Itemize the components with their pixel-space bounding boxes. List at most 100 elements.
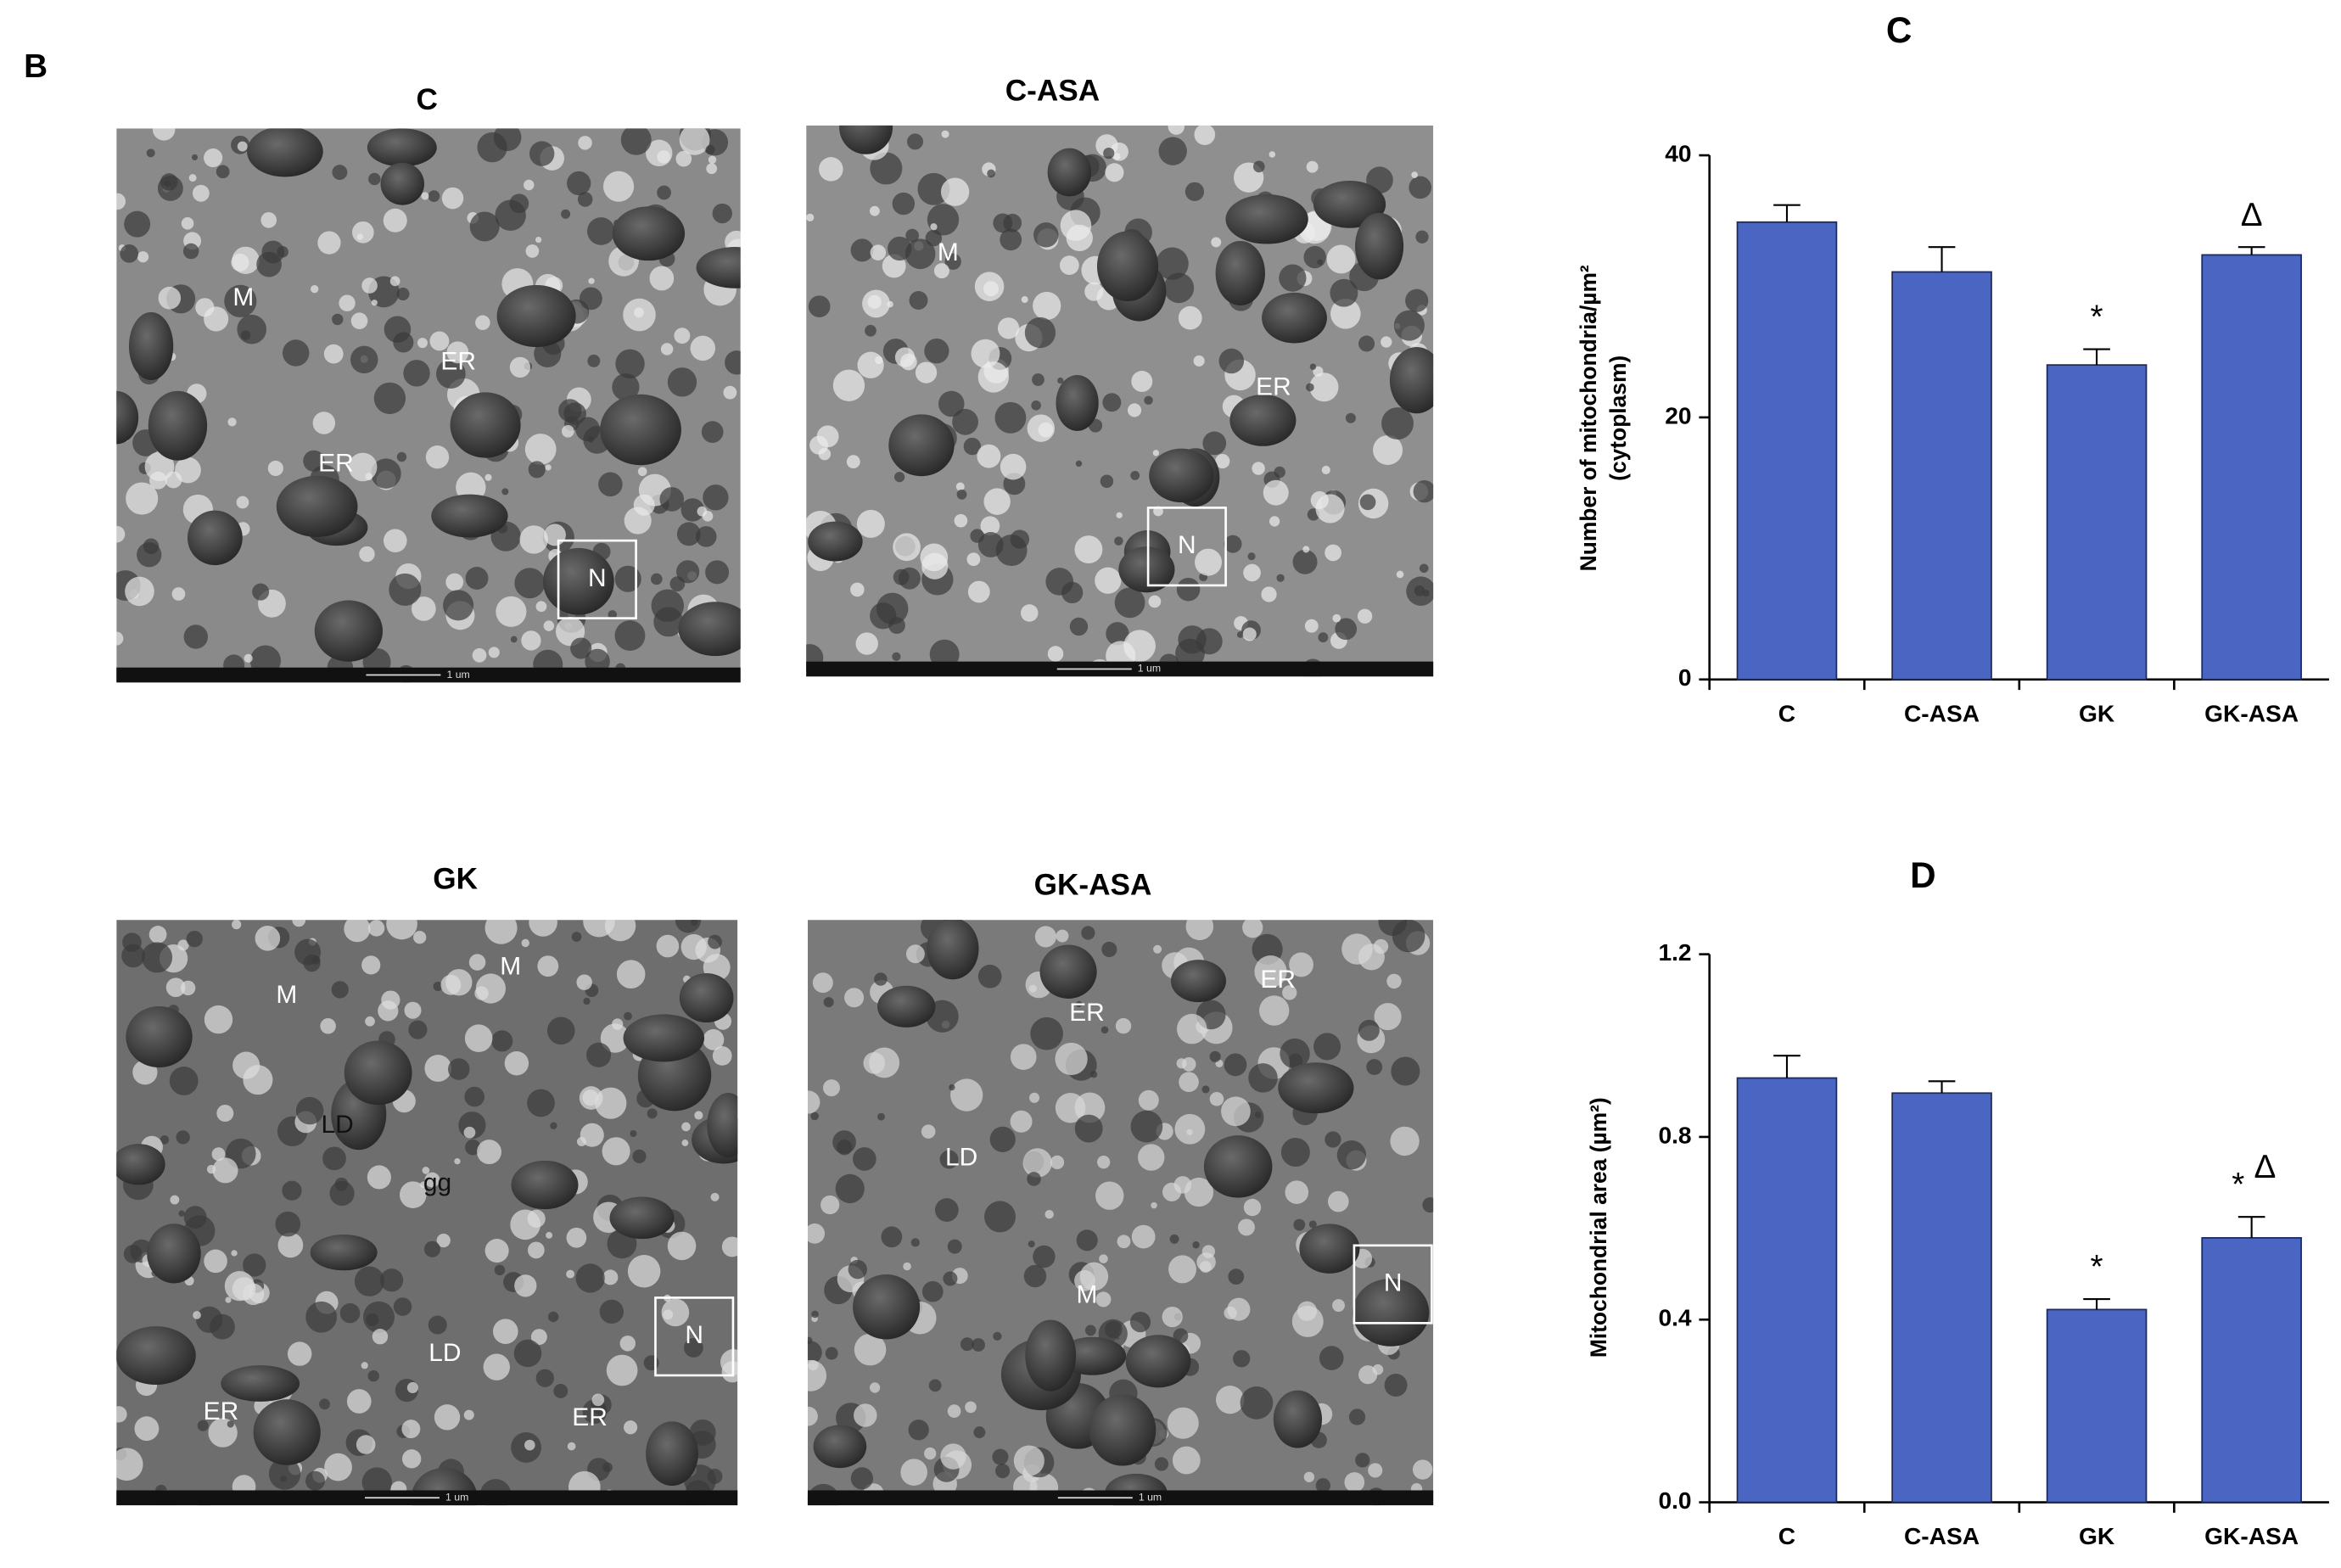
texture-speck (1075, 1000, 1083, 1008)
organelle (116, 1144, 165, 1185)
texture-speck (579, 1086, 603, 1110)
texture-speck (920, 543, 949, 572)
significance-mark: Δ (2241, 197, 2263, 233)
organelle (1056, 375, 1099, 431)
texture-speck (966, 552, 981, 567)
organelle (707, 1093, 738, 1158)
texture-speck (389, 276, 400, 287)
error-bar (1773, 1055, 1801, 1078)
texture-speck (950, 1078, 983, 1112)
texture-speck (562, 425, 574, 438)
bar (1891, 1092, 1992, 1504)
micrograph-label: M (500, 952, 521, 980)
error-bar (2083, 1297, 2110, 1310)
texture-speck (606, 1354, 638, 1386)
texture-speck (231, 1250, 238, 1257)
micrograph-label: M (276, 981, 297, 1009)
texture-speck (1129, 1311, 1151, 1333)
micrograph-texture (116, 128, 741, 683)
texture-speck (124, 210, 151, 238)
texture-speck (1152, 450, 1160, 456)
texture-speck (943, 1271, 958, 1286)
texture-speck (305, 1470, 325, 1491)
micrograph-label: gg (423, 1169, 451, 1197)
texture-speck (227, 417, 237, 427)
micrograph: 1 um M ER ER N (116, 128, 741, 683)
texture-speck (125, 576, 154, 607)
texture-speck (546, 1016, 575, 1045)
texture-speck (1357, 608, 1373, 624)
texture-speck (1022, 1148, 1052, 1178)
texture-speck (977, 964, 1002, 988)
texture-speck (317, 231, 341, 255)
texture-speck (983, 488, 1011, 515)
scale-label: 1 um (1138, 663, 1161, 675)
texture-speck (980, 516, 1000, 536)
texture-speck (158, 286, 182, 310)
texture-speck (1242, 920, 1263, 938)
organelle (1225, 194, 1308, 244)
bar (1736, 1077, 1838, 1504)
texture-speck (1318, 632, 1329, 643)
organelle (1262, 292, 1327, 344)
texture-speck (669, 576, 686, 592)
texture-speck (583, 997, 591, 1005)
texture-speck (1162, 1182, 1182, 1201)
texture-speck (1321, 465, 1330, 474)
texture-speck (578, 136, 592, 150)
texture-speck (123, 1245, 143, 1263)
texture-speck (656, 934, 680, 958)
texture-speck (623, 298, 656, 332)
texture-speck (837, 1140, 853, 1156)
texture-speck (675, 150, 692, 167)
texture-speck (947, 1239, 962, 1254)
organelle (314, 600, 384, 662)
panel-label: B (24, 48, 48, 85)
significance-mark: Δ (2254, 1149, 2277, 1185)
texture-speck (675, 920, 702, 933)
texture-speck (1114, 536, 1123, 546)
texture-speck (386, 920, 417, 940)
texture-speck (725, 350, 741, 375)
texture-speck (1238, 1218, 1255, 1236)
texture-speck (694, 1111, 703, 1120)
organelle (839, 125, 893, 154)
texture-speck (170, 1195, 180, 1205)
texture-speck (120, 244, 139, 263)
texture-speck (408, 1020, 428, 1039)
texture-speck (690, 335, 716, 361)
texture-speck (468, 954, 486, 971)
texture-speck (1138, 1089, 1159, 1111)
texture-speck (1280, 1038, 1310, 1069)
texture-speck (899, 567, 921, 590)
texture-speck (810, 1112, 820, 1121)
organelle (1149, 448, 1214, 503)
texture-speck (987, 169, 995, 178)
texture-speck (1100, 474, 1114, 488)
texture-speck (1102, 393, 1122, 412)
texture-speck (1023, 1264, 1047, 1288)
texture-speck (1373, 434, 1403, 465)
y-axis-label: Number of mitochondria/µm² (1576, 265, 1601, 571)
texture-speck (1013, 1445, 1044, 1476)
texture-speck (1158, 137, 1187, 165)
organelle (623, 1014, 705, 1062)
texture-speck (661, 1298, 690, 1327)
texture-speck (1291, 1305, 1324, 1337)
texture-speck (676, 522, 701, 546)
texture-speck (1358, 335, 1375, 352)
texture-speck (381, 990, 400, 1010)
texture-speck (1056, 929, 1069, 943)
texture-speck (881, 1226, 903, 1248)
texture-speck (440, 974, 462, 995)
organelle (496, 284, 576, 348)
texture-speck (165, 977, 186, 998)
texture-speck (268, 1458, 301, 1490)
organelle (128, 311, 174, 381)
texture-speck (428, 190, 440, 202)
texture-speck (529, 141, 555, 166)
texture-speck (1031, 400, 1041, 411)
texture-speck (216, 165, 230, 179)
texture-speck (659, 487, 685, 512)
texture-speck (350, 312, 368, 329)
